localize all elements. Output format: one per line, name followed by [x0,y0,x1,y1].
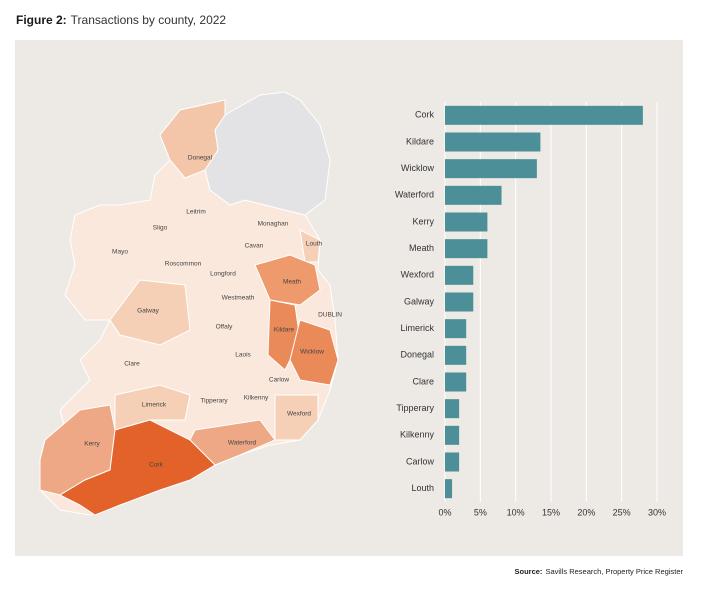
map-label: Louth [306,241,323,248]
bar [445,159,537,179]
county-galway [109,279,191,346]
map-label: Kildare [274,327,295,334]
map-label: Kilkenny [244,395,269,402]
map-label: Limerick [142,402,167,409]
map: Donegal Leitrim Sligo Mayo Monaghan Cavan Lout… [39,91,342,516]
y-tick-label: Limerick [400,323,434,333]
x-tick-label: 10% [507,507,525,517]
map-label: Mayo [112,249,128,256]
y-tick-label: Carlow [406,456,435,466]
y-tick-label: Wicklow [401,163,434,173]
county-wexford [274,394,319,441]
bar [445,212,488,232]
x-tick-label: 5% [474,507,487,517]
source: Source: Savills Research, Property Price … [515,567,684,576]
map-label: Cavan [245,243,264,250]
x-tick-label: 0% [438,507,451,517]
map-label: Leitrim [186,209,206,216]
county-donegal [159,99,226,179]
map-label: Galway [137,308,159,315]
x-tick-label: 30% [648,507,666,517]
map-label: Offaly [216,324,234,331]
source-text: Savills Research, Property Price Registe… [545,567,683,576]
figure-heading: Figure 2: Transactions by county, 2022 [16,13,226,27]
bar [445,425,460,445]
bar [445,372,467,392]
chart-title: Transactions by county, 2022 [71,13,227,27]
x-tick-label: 15% [542,507,560,517]
map-label: Carlow [269,377,290,384]
county-wicklow [289,319,339,386]
map-label: Cork [149,462,163,469]
map-label: Wicklow [300,349,324,356]
bar [445,319,467,339]
bar [445,345,467,365]
y-tick-label: Waterford [395,190,434,200]
map-label: Waterford [228,440,257,447]
y-tick-label: Galway [404,296,435,306]
bar [445,265,474,285]
y-tick-label: Donegal [400,350,434,360]
y-tick-label: Wexford [401,270,434,280]
y-tick-label: Kilkenny [400,430,435,440]
bar [445,399,460,419]
map-label: Laois [235,352,251,359]
x-tick-label: 25% [613,507,631,517]
y-tick-label: Kerry [412,216,434,226]
map-label: Westmeath [222,295,255,302]
map-label: Roscommon [165,261,202,268]
map-label: Tipperary [200,398,228,405]
y-tick-label: Kildare [406,136,434,146]
bar [445,132,541,152]
source-label: Source: [515,567,543,576]
map-label: Wexford [287,411,311,418]
bar [445,479,453,499]
bar [445,239,488,259]
map-label: Clare [124,361,140,368]
map-label: Longford [210,271,236,278]
map-label: Monaghan [258,221,289,228]
y-tick-label: Clare [412,376,434,386]
figure-label: Figure 2: [16,13,67,27]
county-louth [299,229,321,263]
bar [445,452,460,472]
y-tick-label: Louth [411,483,434,493]
bar [445,185,502,205]
y-tick-label: Tipperary [396,403,434,413]
x-tick-label: 20% [577,507,595,517]
map-label: Meath [283,279,301,286]
bar [445,292,474,312]
y-tick-label: Cork [415,110,435,120]
y-tick-label: Meath [409,243,434,253]
map-label: DUBLIN [318,312,342,319]
bar [445,105,643,125]
county-cork [58,419,216,516]
map-label: Sligo [153,225,168,232]
map-label: Donegal [188,155,213,162]
map-label: Kerry [84,441,100,448]
